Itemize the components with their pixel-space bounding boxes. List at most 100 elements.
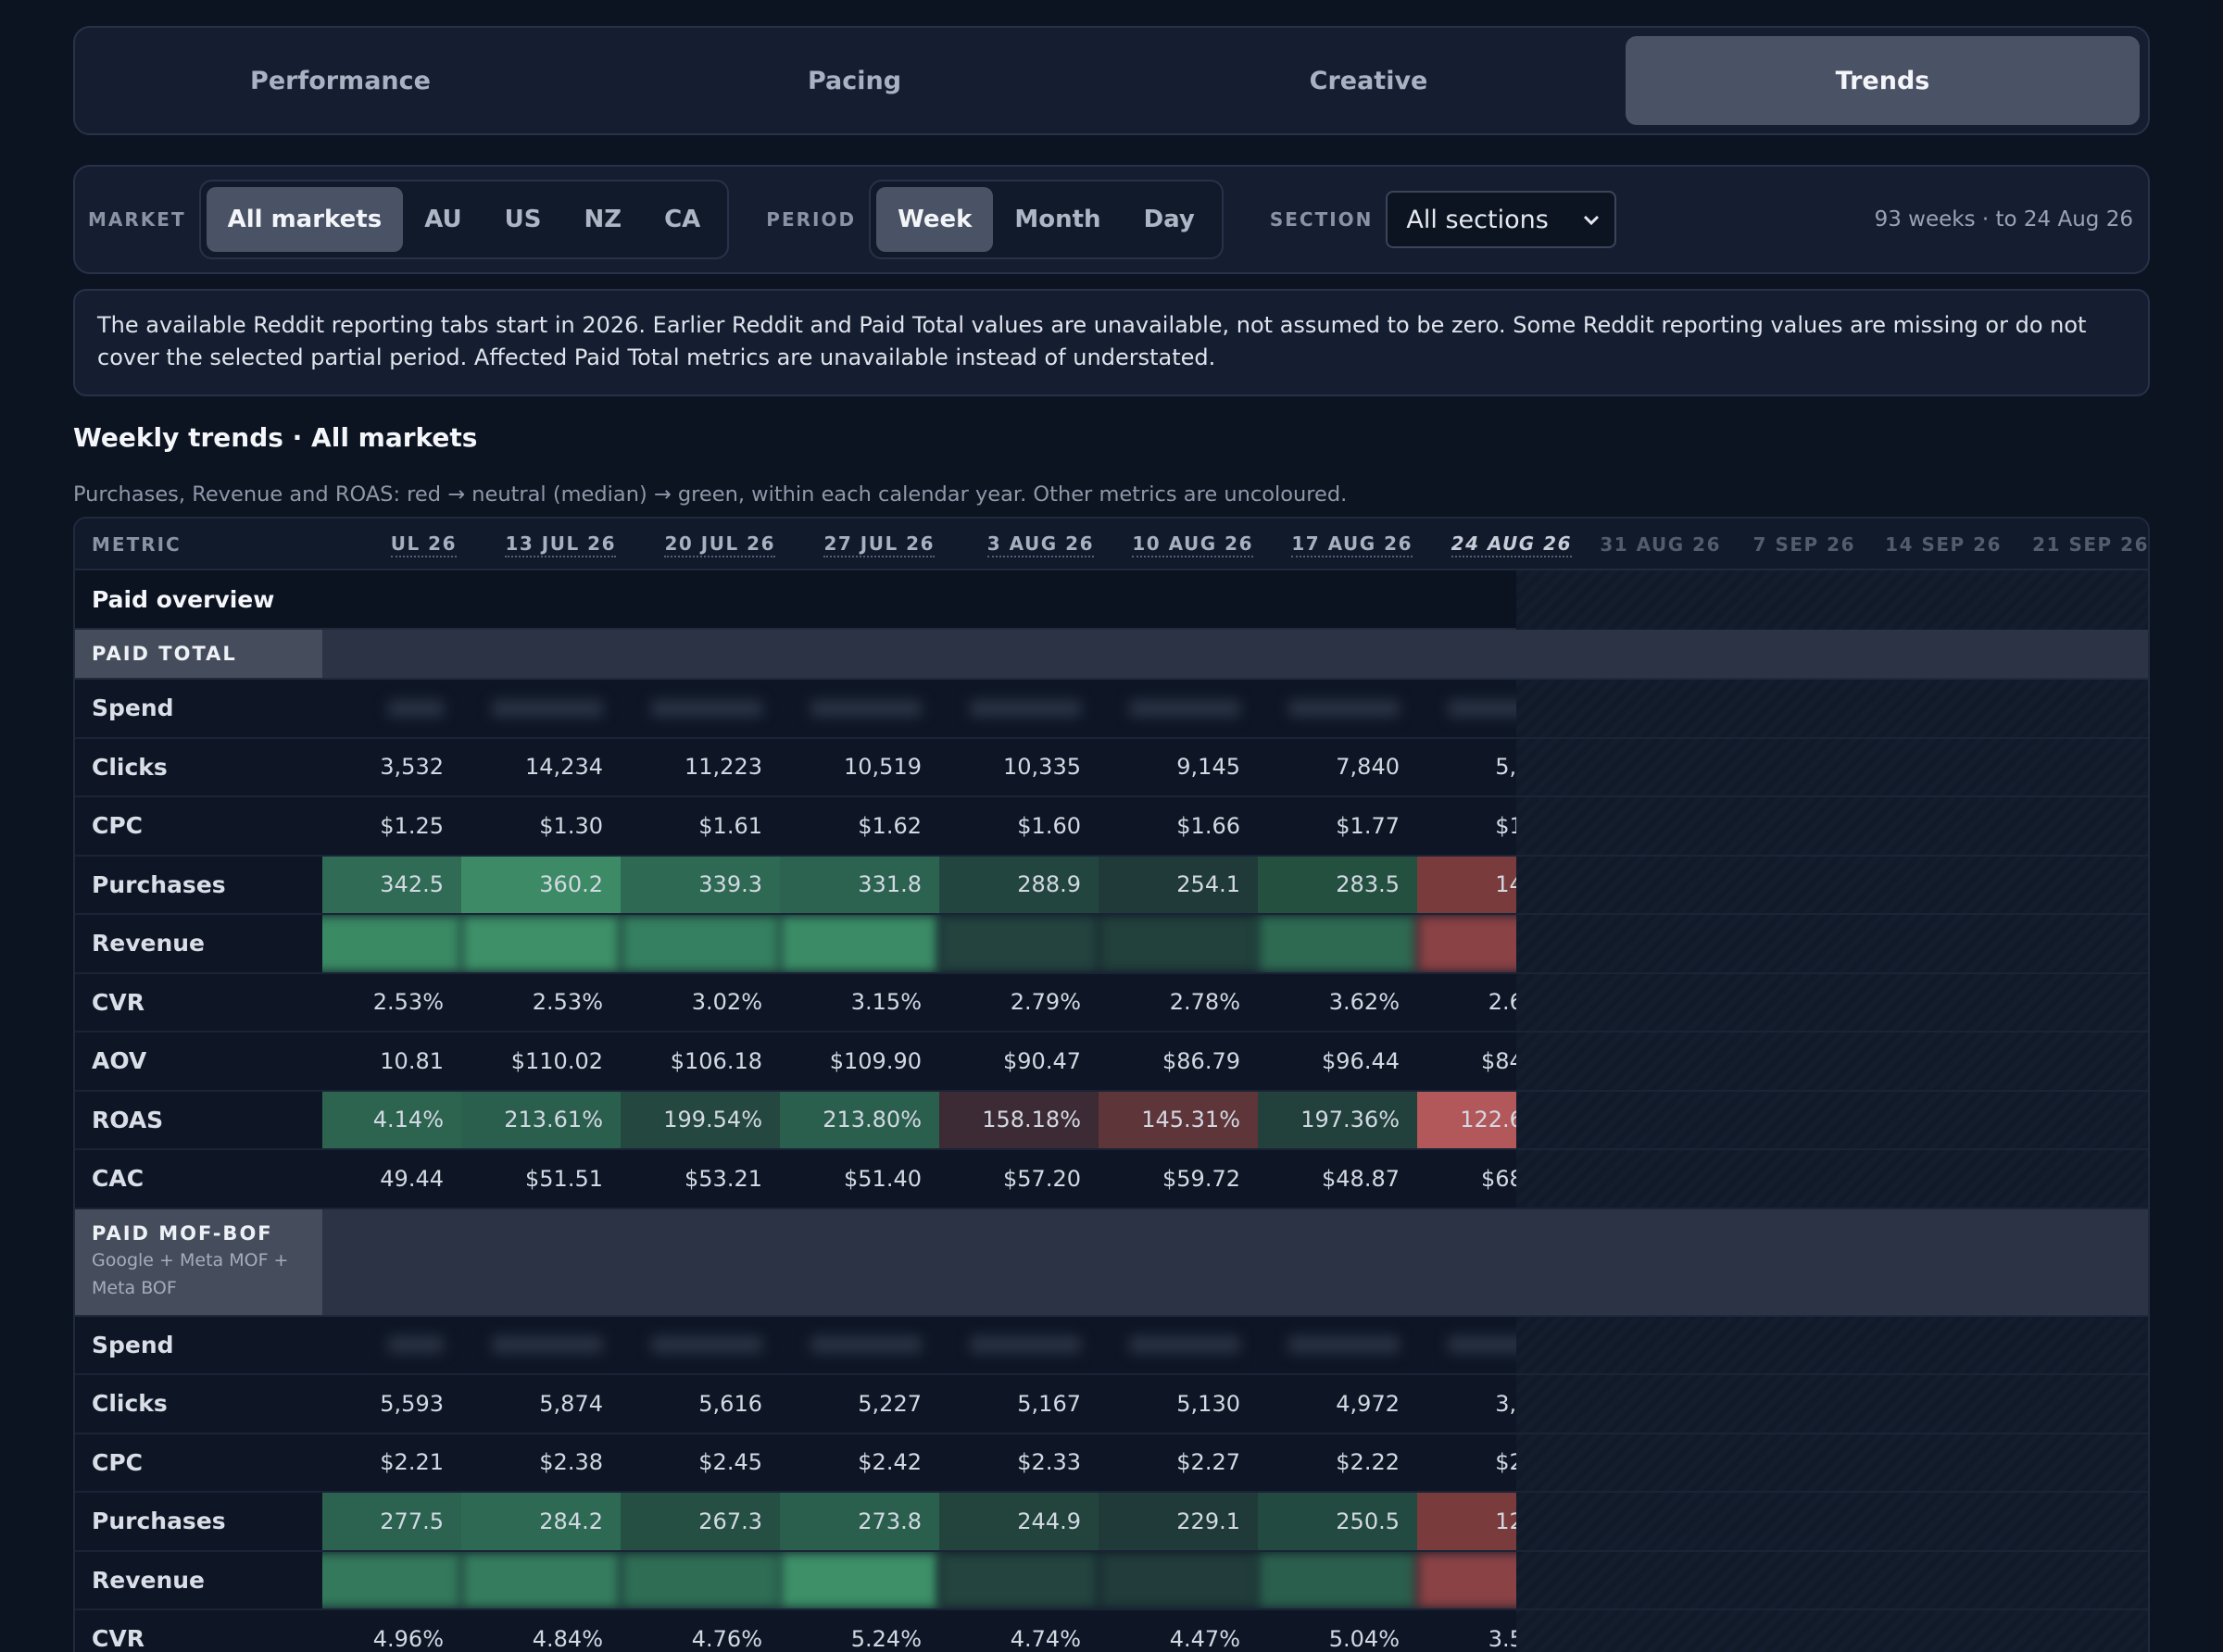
redacted-value [970,1336,1081,1354]
table-cell: 124.7 [1417,1493,1516,1550]
table-cell: 7,840 [1336,754,1400,781]
table-row: 4.96% 4.84% 4.76% 5.24% 4.74% 4.47% 5.04% 3.57%… [75,1610,2148,1652]
trends-table: METRIC UL 26 13 JUL 26 20 JUL 26 27 JUL 26 3… [73,517,2150,1652]
metric-label: Spend [75,680,322,737]
table-cell: $2.33 [1017,1449,1081,1476]
market-label: MARKET [88,208,186,231]
table-body: Paid overview PAID TOTAL Spend 3,532 14,234 1… [75,570,2148,1652]
table-row: 277.5284.2267.3273.8244.9229.1250.5124.7… [75,1493,2148,1552]
tab-creative[interactable]: Creative [1309,66,1428,95]
table-cell: 4.47% [1169,1625,1240,1652]
table-cell: 5.24% [850,1625,922,1652]
column-header[interactable]: 17 AUG 26 [1291,519,1413,570]
metric-label: Spend [75,1316,322,1373]
table-cell [780,1551,939,1608]
table-cell: 5,593 [380,1390,444,1417]
table-cell: 2.53% [372,989,444,1016]
table-cell: 3,497 [1495,1390,1516,1417]
column-header[interactable]: 24 AUG 26 [1451,519,1572,570]
table-cell: $1.25 [380,812,444,839]
metric-label: Clicks [75,1375,322,1433]
table-cell: $57.20 [1003,1165,1081,1192]
table-cell: 49.44 [380,1165,444,1192]
table-cell: 5,874 [539,1390,603,1417]
table-cell: $109.90 [829,1047,922,1074]
table-cell: 3.15% [850,989,922,1016]
table-cell [1099,680,1258,737]
period-option-week[interactable]: Week [876,187,994,252]
table-cell: $1.81 [1495,812,1516,839]
column-header[interactable]: 10 AUG 26 [1132,519,1253,570]
table-cell [1099,915,1258,972]
column-header[interactable]: 20 JUL 26 [664,519,775,570]
table-cell: 3.57% [1488,1625,1516,1652]
metric-label: Clicks [75,738,322,795]
table-cell: 2.53% [532,989,603,1016]
table-cell: $2.22 [1336,1449,1400,1476]
table-cell [621,915,780,972]
column-header[interactable]: 3 AUG 26 [986,519,1094,570]
table-row: 4.14% 213.61% 199.54% 213.80% 158.18% 145.31%… [75,1091,2148,1150]
redacted-value [388,1336,444,1354]
table-cell: 250.5 [1258,1493,1417,1550]
table-row: 10.81 $110.02 $106.18 $109.90 $90.47 $86.79 $9… [75,1032,2148,1092]
metric-label: CPC [75,1433,322,1491]
table-cell: 277.5 [322,1493,461,1550]
market-option-all[interactable]: All markets [206,187,404,252]
table-cell [1417,680,1516,737]
column-header[interactable]: 27 JUL 26 [823,519,935,570]
table-cell [1258,1317,1417,1374]
table-cell: $2.27 [1176,1449,1240,1476]
redacted-value [1448,1336,1516,1354]
group-title: PAID TOTAL [92,643,237,665]
table-cell [939,1317,1099,1374]
metric-column-header: METRIC [92,533,182,556]
table-cell: 10,519 [844,754,922,781]
market-option-us[interactable]: US [504,206,542,233]
tab-pacing[interactable]: Pacing [807,66,902,95]
market-option-nz[interactable]: NZ [584,206,622,233]
table-cell: 4.76% [691,1625,762,1652]
table-cell [1099,1551,1258,1608]
table-cell: 2.78% [1169,989,1240,1016]
table-cell: 5,227 [858,1390,922,1417]
section-select[interactable]: All sections [1386,191,1617,248]
table-cell: 229.1 [1099,1493,1258,1550]
table-row: Revenue [75,1551,2148,1610]
market-option-ca[interactable]: CA [664,206,701,233]
period-option-day[interactable]: Day [1143,206,1195,233]
filter-bar: MARKET All markets AU US NZ CA PERIOD We… [73,165,2150,274]
column-header[interactable]: 13 JUL 26 [505,519,616,570]
table-cell: 5,616 [698,1390,762,1417]
table-cell: 244.9 [939,1493,1099,1550]
redacted-value [388,699,444,717]
table-row: 3,532 14,234 11,223 10,519 10,335 9,145 7,840 5… [75,738,2148,797]
future-period-area [1516,570,2148,1652]
table-cell: 145.31% [1099,1091,1258,1148]
period-selector: Week Month Day [869,180,1224,259]
redacted-value [1129,699,1240,717]
table-cell: $96.44 [1322,1047,1400,1074]
tab-trends[interactable]: Trends [1626,36,2140,125]
table-cell: 360.2 [461,856,621,913]
column-header[interactable]: UL 26 [390,519,457,570]
table-cell: $53.21 [684,1165,762,1192]
table-row: Spend [75,1316,2148,1375]
redacted-value [810,1336,922,1354]
redacted-value [970,699,1081,717]
table-cell: 284.2 [461,1493,621,1550]
table-cell: 4.74% [1010,1625,1081,1652]
chevron-down-icon [1583,208,1600,231]
tab-performance[interactable]: Performance [250,66,431,95]
period-option-month[interactable]: Month [1014,206,1101,233]
table-cell: 283.5 [1258,856,1417,913]
table-cell: 2.79% [1010,989,1081,1016]
table-cell [461,1317,621,1374]
table-cell: $68.84 [1481,1165,1516,1192]
table-cell: $2.16 [1495,1449,1516,1476]
table-cell: $51.40 [844,1165,922,1192]
table-cell: $48.87 [1322,1165,1400,1192]
market-option-au[interactable]: AU [424,206,462,233]
table-cell [1099,1317,1258,1374]
table-cell [1258,680,1417,737]
